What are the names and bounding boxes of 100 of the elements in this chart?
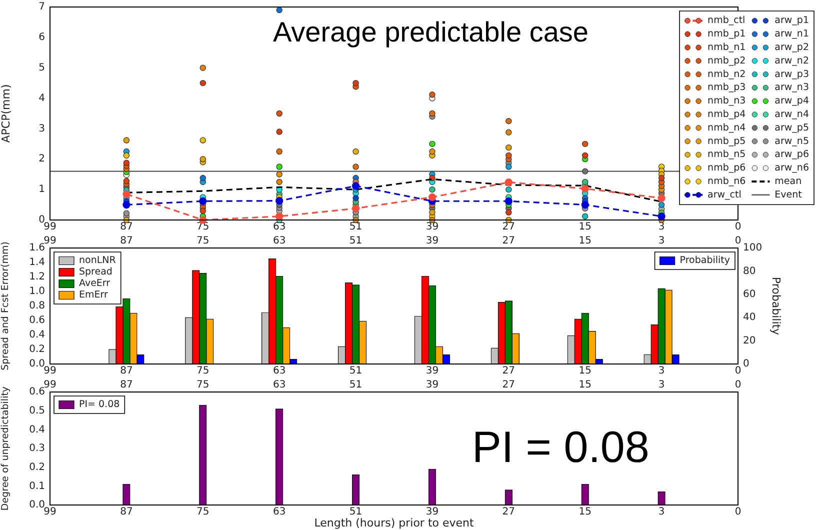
y-axis-title: Spread and Fcst Error(mm) <box>0 242 12 370</box>
legend-label: PI= 0.08 <box>79 399 120 410</box>
y-tick-label: 0.4 <box>29 330 45 341</box>
legend-label: nmb_n1 <box>708 42 746 53</box>
legend-label: arw_p1 <box>774 15 810 26</box>
y-tick-label: 0.0 <box>29 358 45 370</box>
x-tick-label: 3 <box>658 366 665 377</box>
y-tick-label: 0.5 <box>29 405 45 416</box>
legend-label: arw_n1 <box>774 28 809 40</box>
category-label: 39 <box>426 506 439 518</box>
legend-label: nmb_n5 <box>708 149 746 160</box>
x-tick-label: 39 <box>426 380 439 391</box>
legend-label: nonLNR <box>79 255 116 266</box>
category-label: 63 <box>272 506 286 518</box>
x-tick-label: 0 <box>734 222 742 233</box>
y-tick-label: 0.4 <box>29 424 45 436</box>
category-label: 0 <box>734 236 742 247</box>
x-tick-label: 27 <box>502 222 516 233</box>
legend-label: arw_n5 <box>774 136 809 147</box>
x-tick-label: 27 <box>502 366 516 377</box>
x-tick-label: 15 <box>578 380 592 391</box>
x-tick-label: 75 <box>196 380 210 391</box>
y-tick-label: 0.6 <box>29 386 45 398</box>
y-axis-title: Degree of unpredictability <box>0 386 12 511</box>
x-tick-label: 27 <box>502 380 516 391</box>
category-label: 75 <box>196 236 210 247</box>
y-axis-title: APCP(mm) <box>0 84 12 143</box>
y-tick-label: 1.0 <box>29 286 45 298</box>
legend-label: nmb_p3 <box>708 82 746 94</box>
legend-label: Event <box>774 189 802 200</box>
category-label: 51 <box>349 506 362 518</box>
y-tick-label: 0.1 <box>29 480 45 492</box>
x-tick-label: 99 <box>44 222 56 233</box>
category-label: 87 <box>120 506 133 518</box>
x-tick-label: 87 <box>120 366 133 377</box>
legend-label: arw_n4 <box>774 108 809 120</box>
category-label: 63 <box>272 236 286 247</box>
legend-label: arw_p2 <box>774 42 810 53</box>
y-tick-label: 7 <box>38 2 45 13</box>
y-tick-label: 6 <box>38 32 45 44</box>
y2-tick-label: 20 <box>743 335 756 346</box>
legend-label: nmb_n4 <box>708 122 746 134</box>
x-tick-label: 15 <box>578 222 592 233</box>
legend-label: nmb_p5 <box>708 136 746 147</box>
y-tick-label: 0.2 <box>29 462 45 473</box>
legend-label: arw_n3 <box>774 82 809 94</box>
legend-label: arw_n6 <box>774 162 809 174</box>
category-label: 15 <box>578 236 592 247</box>
annotation: PI = 0.08 <box>472 423 650 472</box>
legend-label: arw_p3 <box>774 68 810 80</box>
category-label: 39 <box>426 236 439 247</box>
legend-label: nmb_p4 <box>708 108 746 120</box>
x-tick-label: 39 <box>426 222 439 233</box>
y-tick-label: 0.8 <box>29 300 45 312</box>
y2-tick-label: 100 <box>743 242 762 254</box>
legend-label: Probability <box>680 255 730 266</box>
x-tick-label: 63 <box>272 222 286 233</box>
category-label: 75 <box>196 506 210 518</box>
x-tick-label: 75 <box>196 366 210 377</box>
x-tick-label: 51 <box>349 380 362 391</box>
legend-label: EmErr <box>79 290 108 301</box>
y-tick-label: 4 <box>38 92 45 104</box>
annotation: Average predictable case <box>273 16 588 48</box>
y-tick-label: 1.6 <box>29 242 45 254</box>
y2-axis-title: Probability <box>770 276 783 336</box>
category-label: 51 <box>349 236 362 247</box>
x-tick-label: 63 <box>272 366 286 377</box>
x-tick-label: 3 <box>658 380 665 391</box>
y-tick-label: 1 <box>38 184 45 196</box>
x-tick-label: 39 <box>426 366 439 377</box>
legend-label: nmb_p2 <box>708 55 746 66</box>
x-tick-label: 87 <box>120 222 133 233</box>
x-axis-title: Length (hours) prior to event <box>314 516 474 530</box>
category-label: 87 <box>120 236 133 247</box>
legend-label: arw_n2 <box>774 55 809 66</box>
y2-tick-label: 60 <box>743 288 756 300</box>
x-tick-label: 51 <box>349 366 362 377</box>
legend-label: nmb_n2 <box>708 68 746 80</box>
category-label: 3 <box>658 236 665 247</box>
legend-label: nmb_n3 <box>708 96 746 107</box>
x-tick-label: 51 <box>349 222 362 233</box>
category-label: 27 <box>502 506 516 518</box>
legend-label: arw_p6 <box>774 149 810 160</box>
x-tick-label: 63 <box>272 380 286 391</box>
y-tick-label: 0.6 <box>29 315 45 326</box>
category-label: 15 <box>578 506 592 518</box>
y-tick-label: 0 <box>38 214 45 226</box>
category-label: 99 <box>44 506 56 518</box>
legend-label: nmb_ctl <box>708 15 746 26</box>
legend-label: nmb_p6 <box>708 162 746 174</box>
legend-label: AveErr <box>79 278 110 290</box>
y-tick-label: 0.3 <box>29 443 45 454</box>
category-label: 3 <box>658 506 665 518</box>
x-tick-label: 87 <box>120 380 133 391</box>
x-tick-label: 99 <box>44 366 56 377</box>
legend-label: arw_p5 <box>774 122 810 134</box>
y-tick-label: 3 <box>38 123 45 134</box>
y-tick-label: 1.2 <box>29 272 45 283</box>
x-tick-label: 0 <box>734 366 742 377</box>
legend-label: nmb_p1 <box>708 28 746 40</box>
